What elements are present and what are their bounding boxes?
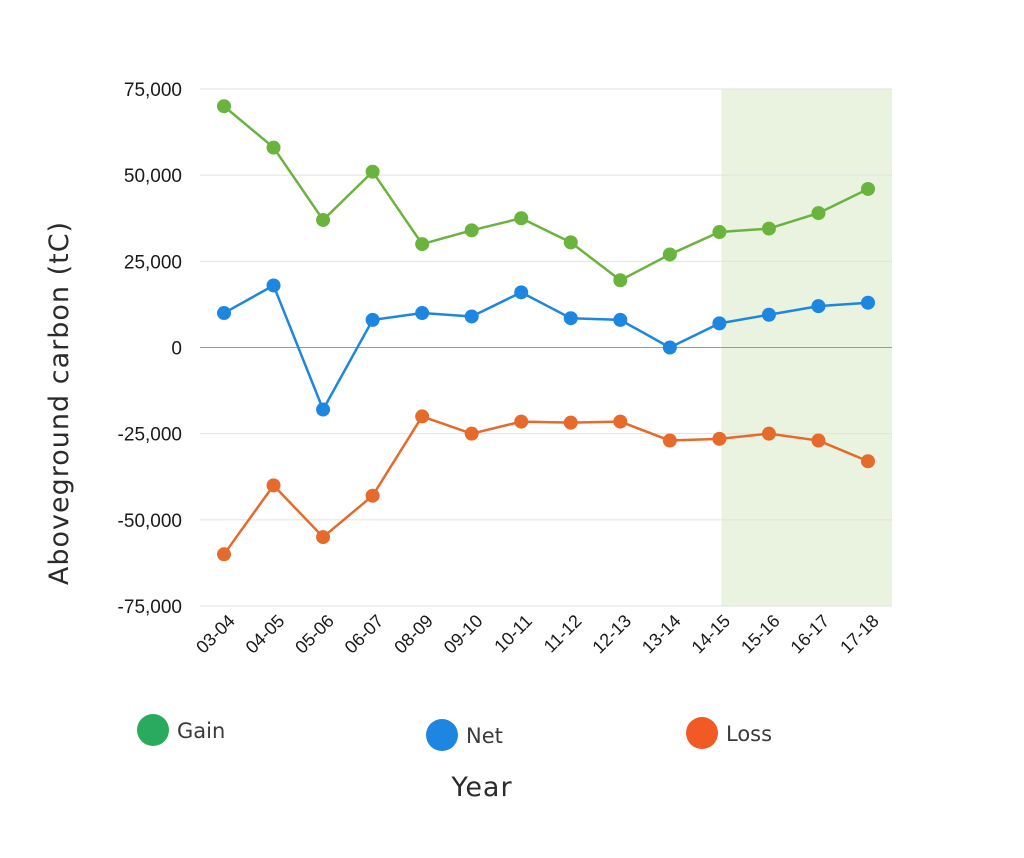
data-point-loss <box>761 426 776 441</box>
data-point-gain <box>861 181 875 196</box>
data-point-gain <box>613 273 628 288</box>
data-point-loss <box>316 530 331 545</box>
legend-swatch-loss <box>686 717 718 749</box>
data-point-loss <box>365 488 380 503</box>
data-point-gain <box>514 211 529 226</box>
series-line-loss <box>222 415 869 556</box>
legend-label-loss: Loss <box>726 722 772 746</box>
data-point-gain <box>316 212 331 227</box>
data-point-loss <box>563 415 578 430</box>
data-point-gain <box>464 223 479 238</box>
x-tick-label: 06-07 <box>341 611 388 658</box>
data-point-net <box>514 285 529 300</box>
x-tick-label: 12-13 <box>588 611 635 658</box>
data-point-loss <box>266 478 281 493</box>
data-point-net <box>365 312 380 327</box>
data-point-gain <box>365 164 380 179</box>
data-point-loss <box>613 414 628 429</box>
data-point-gain <box>563 235 578 250</box>
x-tick-label: 09-10 <box>440 611 487 658</box>
x-tick-label: 13-14 <box>638 611 685 658</box>
data-point-loss <box>415 409 430 424</box>
x-tick-label: 10-11 <box>490 611 536 657</box>
data-point-gain <box>415 237 430 252</box>
data-point-net <box>761 307 776 322</box>
x-tick-label: 14-15 <box>688 611 735 658</box>
y-tick-label: -25,000 <box>118 425 182 446</box>
legend: Gain Net Loss <box>137 714 772 751</box>
y-tick-label: 25,000 <box>124 252 182 273</box>
data-point-loss <box>217 547 231 562</box>
y-tick-label: 75,000 <box>124 80 182 101</box>
x-axis-title: Year <box>450 772 512 803</box>
y-tick-label: 50,000 <box>124 166 182 187</box>
data-point-gain <box>266 140 281 155</box>
series-line-gain <box>223 105 869 282</box>
data-point-loss <box>712 431 727 446</box>
x-tick-label: 04-05 <box>242 611 289 658</box>
series-net <box>217 278 875 417</box>
legend-swatch-net <box>426 719 458 751</box>
data-point-net <box>662 340 677 355</box>
data-point-loss <box>861 454 875 469</box>
data-point-net <box>266 278 281 293</box>
legend-swatch-gain <box>137 714 169 746</box>
series-loss <box>217 409 875 562</box>
data-point-net <box>464 309 479 324</box>
x-tick-label: 17-18 <box>836 611 883 658</box>
data-point-net <box>415 306 430 321</box>
data-point-net <box>613 312 628 327</box>
data-point-net <box>861 295 875 310</box>
data-point-gain <box>217 99 231 114</box>
data-point-net <box>712 316 727 331</box>
x-tick-label: 15-16 <box>737 611 784 658</box>
x-tick-label: 11-12 <box>540 611 586 657</box>
data-point-gain <box>761 221 776 236</box>
y-tick-label: -75,000 <box>118 597 182 618</box>
data-point-net <box>217 306 231 321</box>
y-tick-label: -50,000 <box>118 511 182 532</box>
data-point-net <box>563 311 578 326</box>
legend-label-net: Net <box>466 724 503 748</box>
data-point-loss <box>514 414 529 429</box>
y-axis-title: Aboveground carbon (tC) <box>44 221 75 585</box>
y-tick-label: 0 <box>171 339 182 360</box>
x-tick-label: 08-09 <box>390 611 437 658</box>
x-tick-label: 03-04 <box>192 611 239 658</box>
data-point-net <box>811 299 826 314</box>
data-point-gain <box>662 247 677 262</box>
x-tick-label: 16-17 <box>787 611 834 658</box>
data-point-net <box>316 402 331 417</box>
series-line-net <box>223 284 869 411</box>
data-point-loss <box>464 426 479 441</box>
data-point-gain <box>712 225 727 240</box>
legend-label-gain: Gain <box>177 719 225 743</box>
data-point-loss <box>811 433 826 448</box>
data-point-gain <box>811 206 826 221</box>
data-point-loss <box>662 433 677 448</box>
series-gain <box>217 99 875 288</box>
x-tick-label: 05-06 <box>291 611 338 658</box>
